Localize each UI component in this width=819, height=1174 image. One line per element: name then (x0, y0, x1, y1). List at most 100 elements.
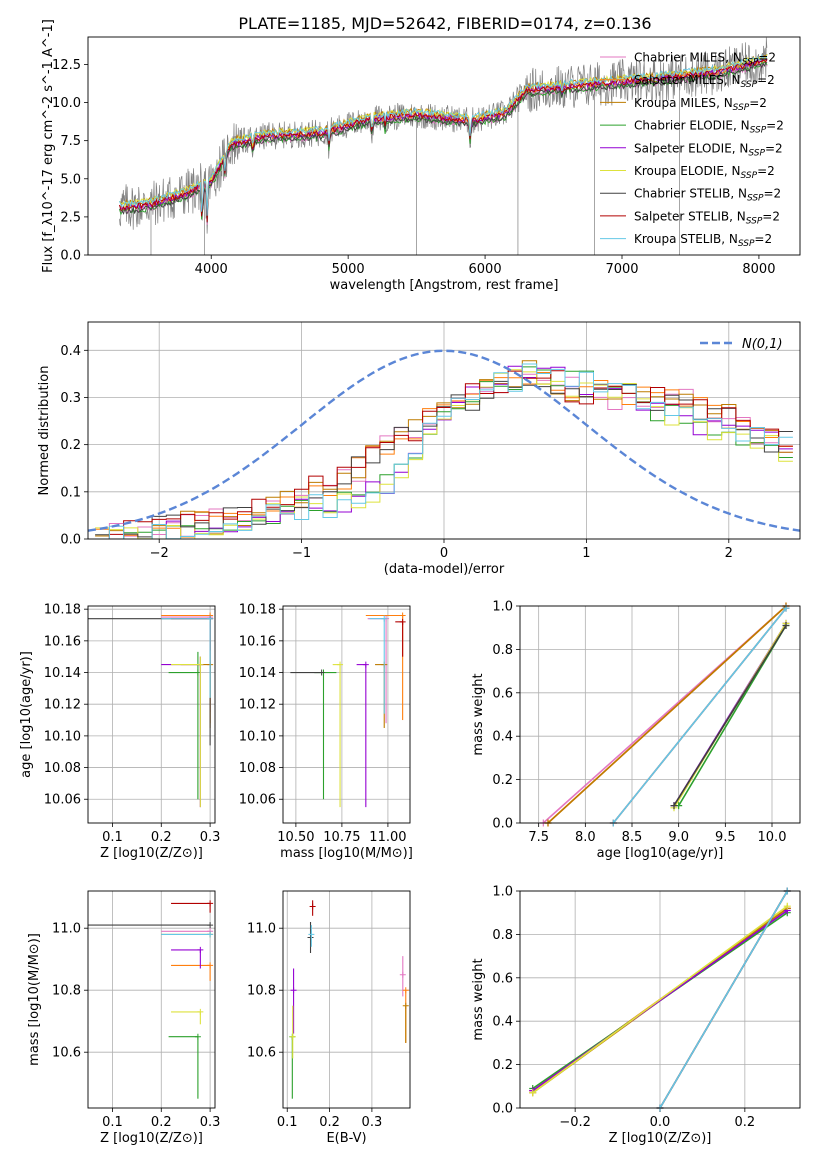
legend-label: Chabrier ELODIE, NSSP=2 (634, 119, 784, 136)
y-tick-label: 0.4 (60, 344, 81, 359)
axes-frame (87, 321, 801, 540)
data-point-marker (290, 987, 297, 994)
x-tick-label: 9.0 (668, 830, 689, 845)
y-tick-label: 10.8 (247, 984, 276, 999)
x-tick-label: 0.2 (319, 1115, 340, 1130)
y-axis-label: mass weight (471, 673, 486, 755)
axes-frame (87, 36, 801, 256)
legend-n: , N (730, 187, 747, 201)
x-axis-label: Z [log10(Z/Z⊙)] (609, 1131, 712, 1146)
y-tick-label: 10.06 (44, 793, 81, 808)
x-axis-label: (data-model)/error (384, 562, 505, 577)
y-tick-label: 10.10 (239, 729, 276, 744)
y-tick-label: 10.08 (44, 761, 81, 776)
y-axis-label: Normed distribution (37, 366, 52, 496)
legend-suffix: =2 (762, 209, 780, 223)
data-point-marker (362, 661, 369, 668)
legend-label: Chabrier MILES, NSSP=2 (634, 51, 776, 68)
legend-model-name: Kroupa STELIB (634, 232, 721, 246)
data-point-marker (318, 669, 325, 676)
legend-label: Chabrier STELIB, NSSP=2 (634, 187, 781, 204)
y-tick-label: 10.6 (52, 1046, 81, 1061)
x-tick-label: 0.2 (151, 1115, 172, 1130)
x-tick-label: 9.5 (715, 830, 736, 845)
y-tick-label: 5.0 (60, 172, 81, 187)
data-point-marker (197, 661, 204, 668)
y-tick-label: 10.14 (239, 666, 276, 681)
data-point-marker (207, 900, 214, 907)
mass-weight-marker (670, 802, 678, 810)
data-point-marker (399, 618, 406, 625)
gaussian-curve (87, 349, 801, 532)
mass_vs_Z-panel: 0.1 0.2 0.3 10.6 10.8 11.0 Z [log10(Z/Z⊙)] mass… (27, 890, 221, 1146)
x-axis-label: Z [log10(Z/Z⊙)] (100, 846, 203, 861)
x-tick-label: 8.0 (575, 830, 596, 845)
y-tick-label: 0.1 (60, 485, 81, 500)
data-point-marker (207, 962, 214, 969)
x-axis-label: wavelength [Angstrom, rest frame] (330, 278, 559, 293)
y-tick-label: 10.06 (239, 793, 276, 808)
y-tick-label: 1.0 (492, 600, 513, 615)
y-tick-label: 10.18 (44, 603, 81, 618)
legend-sub: SSP (748, 148, 765, 158)
x-tick-label: 0.0 (650, 1115, 671, 1130)
y-tick-label: 0.2 (492, 773, 513, 788)
legend-model-name: Chabrier MILES (634, 51, 725, 65)
x-axis-label: age [log10(age/yr)] (597, 846, 724, 861)
y-tick-label: 10.8 (52, 984, 81, 999)
legend-sub: SSP (750, 126, 767, 136)
spectrum-panel: 4000 5000 6000 7000 8000 0.0 2.5 5.0 7.5 10.0 12.5… (41, 19, 801, 293)
model-spectrum-line (119, 54, 768, 216)
legend-suffix: =2 (758, 51, 776, 65)
y-tick-label: 0.2 (60, 438, 81, 453)
mass-weight-line (612, 607, 787, 823)
axes-frame (87, 605, 216, 824)
x-tick-label: 0.1 (277, 1115, 298, 1130)
data-point-marker (309, 903, 316, 910)
legend-sub: SSP (742, 58, 759, 68)
y-tick-label: 0.6 (492, 971, 513, 986)
legend-sub: SSP (747, 194, 764, 204)
legend-n: , N (724, 73, 741, 87)
y-tick-label: 0.2 (492, 1058, 513, 1073)
data-point-marker (207, 615, 214, 622)
data-point-marker (399, 612, 406, 619)
axes-frame (282, 890, 411, 1109)
y-tick-label: 10.16 (239, 634, 276, 649)
legend-suffix: =2 (765, 141, 783, 155)
y-tick-label: 10.16 (44, 634, 81, 649)
mass-weight-line (659, 891, 788, 1108)
data-point-marker (402, 987, 409, 994)
axes-frame (519, 890, 801, 1109)
y-tick-label: 10.08 (239, 761, 276, 776)
histogram-step-line (95, 370, 793, 539)
gaussian-legend-label: N(0,1) (742, 337, 783, 352)
y-tick-label: 0.0 (60, 533, 81, 548)
y-tick-label: 11.0 (52, 922, 81, 937)
y-tick-label: 0.8 (492, 928, 513, 943)
x-tick-label: 0.3 (200, 1115, 221, 1130)
age_vs_mass-panel: 10.50 10.75 11.00 10.06 10.08 10.10 10.12 10.14… (239, 603, 413, 861)
data-point-marker (307, 934, 314, 941)
y-tick-label: 10.10 (44, 729, 81, 744)
y-tick-label: 10.12 (239, 698, 276, 713)
legend-model-name: Kroupa MILES (634, 96, 716, 110)
x-tick-label: 0.2 (735, 1115, 756, 1130)
data-point-marker (207, 922, 214, 929)
legend-n: , N (732, 141, 749, 155)
y-tick-label: 0.0 (492, 1102, 513, 1117)
mass-weight-marker (783, 902, 791, 910)
y-tick-label: 0.0 (60, 249, 81, 264)
x-tick-label: 8.5 (622, 830, 643, 845)
legend-suffix: =2 (757, 164, 775, 178)
x-tick-label: −2 (150, 546, 169, 561)
y-tick-label: 0.6 (492, 686, 513, 701)
legend-label: Salpeter ELODIE, NSSP=2 (634, 141, 783, 158)
legend-label: Kroupa MILES, NSSP=2 (634, 96, 767, 113)
legend-suffix: =2 (754, 232, 772, 246)
data-point-marker (381, 615, 388, 622)
mass-weight-line (673, 625, 787, 807)
x-axis-label: mass [log10(M/M⊙)] (280, 846, 413, 861)
data-spectrum-line (119, 37, 768, 234)
legend-model-name: Kroupa ELODIE (634, 164, 724, 178)
